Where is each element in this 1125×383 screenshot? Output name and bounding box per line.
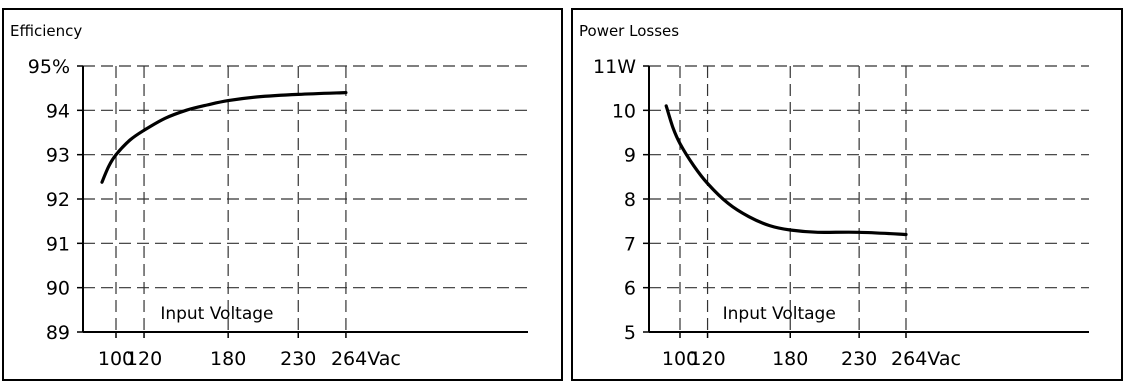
y-tick-label: 5 (624, 322, 636, 344)
x-tick-label: 180 (772, 348, 808, 370)
power-losses-chart-panel: Power Losses 5 6 7 8 9 10 11W 100 120 180 230 264Va… (571, 8, 1123, 381)
y-tick-label: 8 (624, 189, 636, 211)
y-tick-label: 11W (593, 56, 636, 78)
x-tick-label: 230 (841, 348, 877, 370)
y-tick-label: 7 (624, 233, 636, 255)
chart-title: Power Losses (579, 22, 680, 40)
y-tick-label: 93 (46, 145, 70, 167)
y-tick-label: 89 (46, 322, 70, 344)
y-tick-label: 6 (624, 278, 636, 300)
x-tick-label: 100 (662, 348, 698, 370)
series-line (100, 91, 348, 184)
efficiency-chart-panel: Efficiency 89 90 91 92 93 94 95% 100 120 180 230 26… (2, 8, 563, 381)
y-tick-label: 9 (624, 145, 636, 167)
series-line (664, 104, 908, 237)
y-tick-label: 95% (28, 56, 70, 78)
y-tick-label: 91 (46, 233, 70, 255)
chart-title: Efficiency (10, 22, 83, 40)
x-tick-label: 120 (689, 348, 725, 370)
x-tick-label: 264Vac (891, 348, 961, 370)
x-axis-label: Input Voltage (723, 304, 836, 324)
x-tick-label: 120 (126, 348, 162, 370)
x-tick-label: 264Vac (331, 348, 401, 370)
x-tick-label: 100 (98, 348, 134, 370)
x-tick-label: 180 (210, 348, 246, 370)
y-tick-label: 90 (46, 278, 70, 300)
y-tick-label: 92 (46, 189, 70, 211)
x-axis-label: Input Voltage (160, 304, 273, 324)
y-tick-label: 10 (612, 100, 636, 122)
y-tick-label: 94 (46, 100, 70, 122)
x-tick-label: 230 (280, 348, 316, 370)
